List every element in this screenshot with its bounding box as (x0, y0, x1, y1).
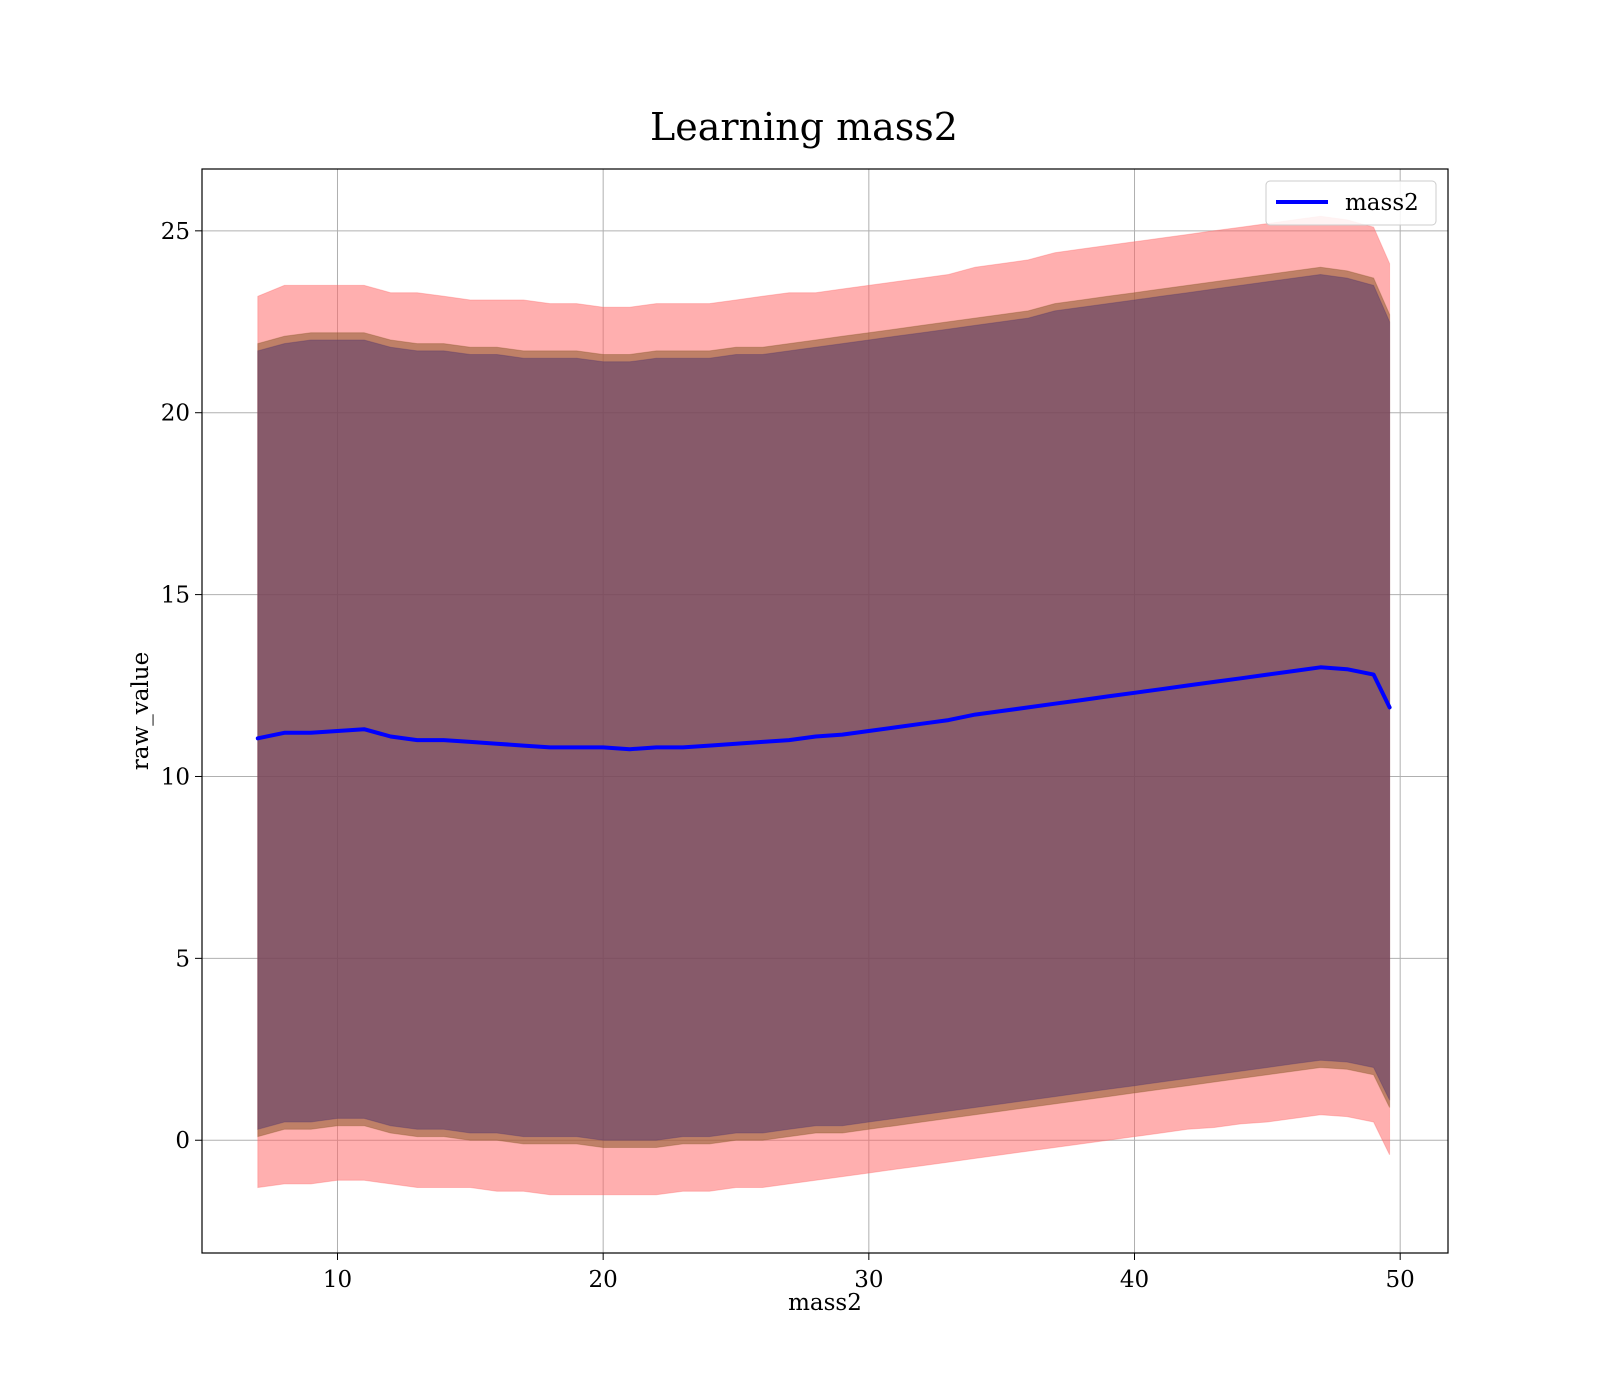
x-tick-label: 30 (854, 1267, 883, 1293)
series-lines (255, 665, 1392, 752)
series-line-mass2 (255, 665, 1392, 752)
y-tick-label: 5 (175, 946, 190, 972)
x-tick-label: 50 (1386, 1267, 1415, 1293)
plot-frame (201, 168, 1449, 1254)
y-tick-label: 25 (161, 219, 190, 245)
y-tick-label: 0 (175, 1128, 190, 1154)
legend-box (1265, 180, 1437, 226)
band-area-2 (257, 273, 1391, 1141)
chart-title: Learning mass2 (650, 105, 958, 149)
y-tick-label: 15 (161, 583, 190, 609)
x-tick-label: 10 (323, 1267, 352, 1293)
y-tick-label: 10 (161, 764, 190, 790)
legend: mass2 (1265, 180, 1437, 226)
axis-ticks: 10 20 30 40 50 0 5 10 15 20 25 (161, 219, 1415, 1293)
confidence-bands (257, 215, 1391, 1196)
x-tick-label: 40 (1120, 1267, 1149, 1293)
x-axis-label: mass2 (788, 1290, 862, 1316)
y-tick-label: 20 (161, 401, 190, 427)
y-axis-label: raw_value (128, 652, 154, 770)
x-tick-label: 20 (589, 1267, 618, 1293)
legend-label-mass2: mass2 (1345, 190, 1419, 216)
